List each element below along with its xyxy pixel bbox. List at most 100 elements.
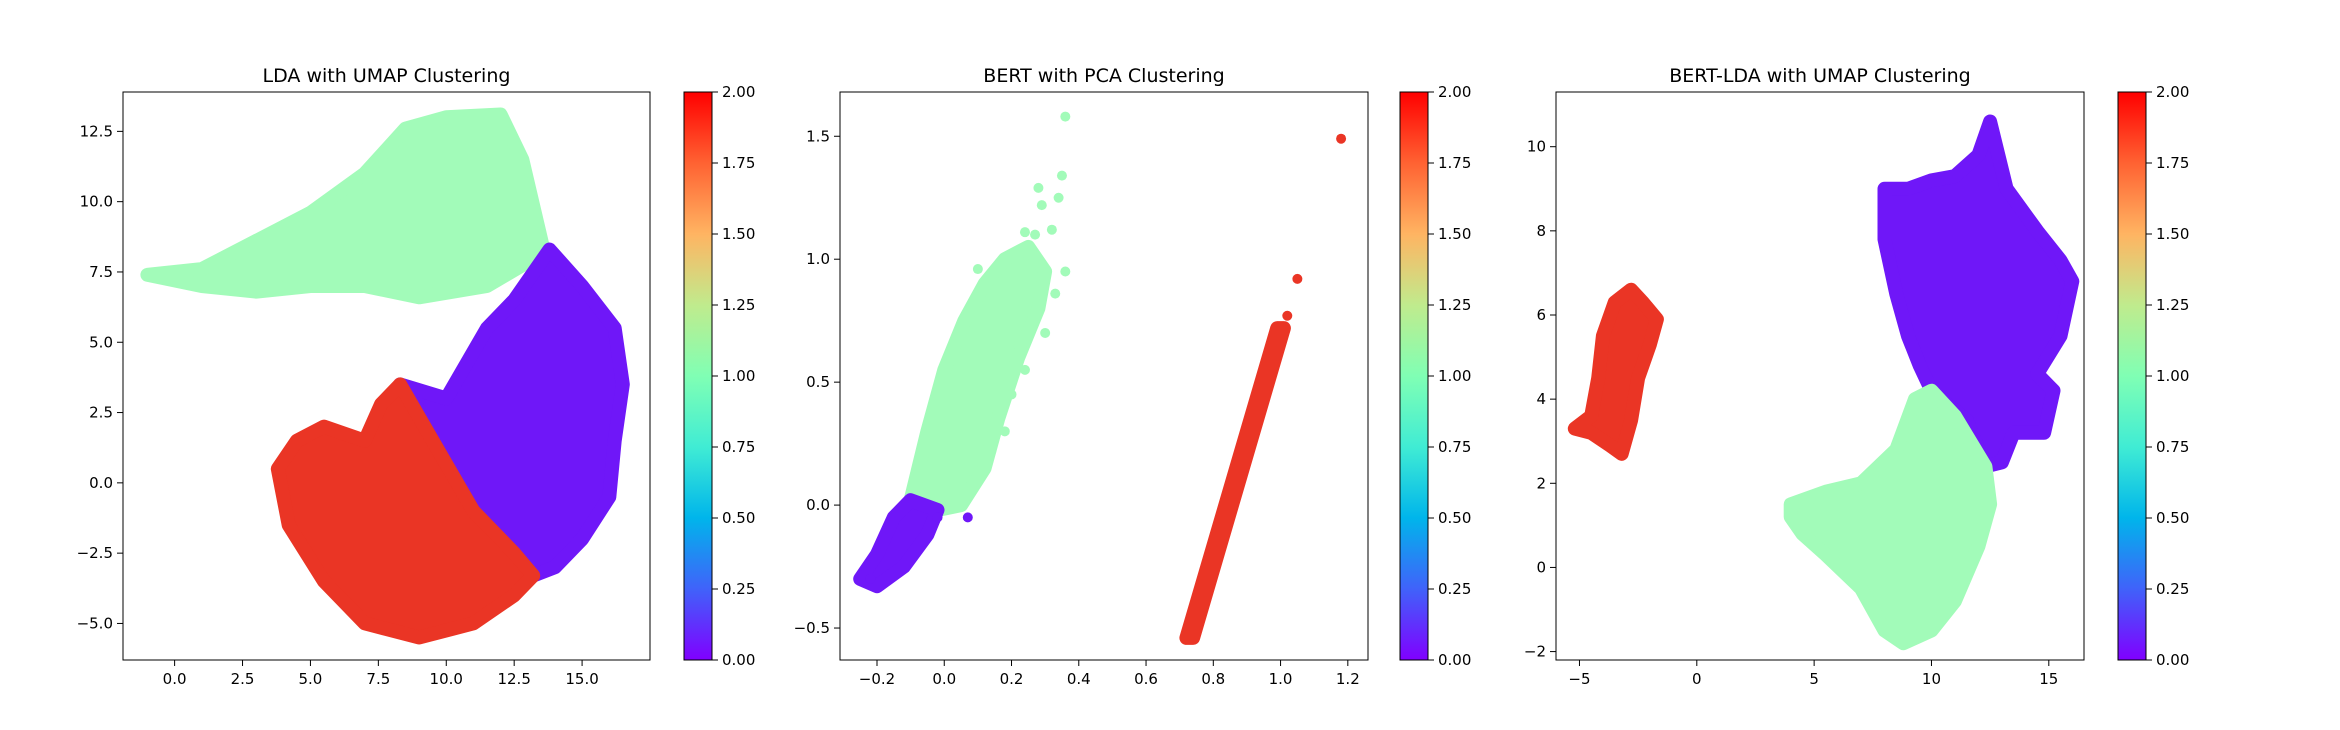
data-point xyxy=(1019,364,1030,375)
cluster-2-points xyxy=(1179,321,1291,645)
colorbar-tick-label: 0.75 xyxy=(1438,438,1471,456)
colorbar-tick-label: 1.50 xyxy=(722,225,755,243)
data-point xyxy=(986,445,997,456)
data-point xyxy=(1282,310,1293,321)
subplot-3: BERT-LDA with UMAP Clustering −5 0 5 10 15 −2 0… xyxy=(1524,65,2190,688)
colorbar-tick-label: 0.50 xyxy=(722,509,755,527)
data-point xyxy=(1019,227,1030,238)
colorbar-tick-label: 0.25 xyxy=(1438,580,1471,598)
cluster-1-points xyxy=(903,239,1053,517)
axes-frame xyxy=(839,91,1369,661)
x-tick-label: 0.2 xyxy=(1000,670,1024,688)
cluster-2-points xyxy=(1567,282,1664,461)
data-point xyxy=(999,426,1010,437)
colorbar-tick-label: 1.00 xyxy=(1438,367,1471,385)
data-point xyxy=(1056,170,1067,181)
y-tick-label: −5.0 xyxy=(77,614,113,632)
x-tick-label: 7.5 xyxy=(366,670,390,688)
x-tick-label: 0.0 xyxy=(163,670,187,688)
axes-frame xyxy=(1555,91,2085,661)
y-tick-label: 2.5 xyxy=(89,404,113,422)
x-tick-label: 15 xyxy=(2039,670,2058,688)
x-tick-label: 2.5 xyxy=(231,670,255,688)
data-point xyxy=(1036,200,1047,211)
cluster-2-points xyxy=(270,377,541,645)
chart-title: BERT with PCA Clustering xyxy=(983,65,1224,87)
x-tick-label: 12.5 xyxy=(497,670,530,688)
x-tick-label: −5 xyxy=(1568,670,1590,688)
colorbar-tick-label: 0.00 xyxy=(2156,651,2189,669)
y-tick-label: 10 xyxy=(1527,138,1546,156)
data-point xyxy=(1033,182,1044,193)
data-point xyxy=(1040,327,1051,338)
subplots: LDA with UMAP Clustering 0.0 2.5 5.0 7.5 10.0… xyxy=(77,65,2190,688)
data-point xyxy=(1053,192,1064,203)
data-point xyxy=(1292,273,1303,284)
colorbar: 0.00 0.25 0.50 0.75 1.00 1.25 1.50 1.75 2.00 xyxy=(683,83,755,669)
data-point xyxy=(1006,389,1017,400)
x-tick-label: 0.4 xyxy=(1067,670,1091,688)
y-tick-label: −0.5 xyxy=(794,619,830,637)
colorbar-tick-label: 0.25 xyxy=(722,580,755,598)
plot-area xyxy=(853,111,1347,645)
data-point xyxy=(1013,340,1024,351)
data-point xyxy=(865,573,876,584)
colorbar-gradient xyxy=(2117,91,2147,661)
data-point xyxy=(966,475,977,486)
colorbar-tick-label: 0.00 xyxy=(1438,651,1471,669)
cluster-1-points xyxy=(1783,383,1998,651)
subplot-2: BERT with PCA Clustering −0.2 0.0 0.2 0.4 0.6… xyxy=(794,65,1472,688)
colorbar-tick-label: 1.25 xyxy=(2156,296,2189,314)
y-tick-label: 6 xyxy=(1536,306,1546,324)
data-point xyxy=(1060,111,1071,122)
x-tick-label: 1.2 xyxy=(1336,670,1360,688)
colorbar-tick-label: 1.00 xyxy=(722,367,755,385)
x-tick-label: 5 xyxy=(1809,670,1819,688)
y-tick-label: 12.5 xyxy=(80,122,113,140)
chart-title: LDA with UMAP Clustering xyxy=(263,65,511,87)
colorbar-tick-label: 1.75 xyxy=(2156,154,2189,172)
y-tick-label: 0 xyxy=(1536,558,1546,576)
colorbar-tick-label: 1.75 xyxy=(722,154,755,172)
x-tick-label: 0.0 xyxy=(932,670,956,688)
colorbar-tick-label: 0.75 xyxy=(722,438,755,456)
chart-title: BERT-LDA with UMAP Clustering xyxy=(1669,65,1970,87)
x-tick-label: 5.0 xyxy=(299,670,323,688)
y-tick-label: 5.0 xyxy=(89,333,113,351)
data-point xyxy=(972,264,983,275)
colorbar-tick-label: 0.75 xyxy=(2156,438,2189,456)
axes-frame xyxy=(122,91,651,661)
x-tick-label: 1.0 xyxy=(1269,670,1293,688)
colorbar-tick-label: 0.50 xyxy=(2156,509,2189,527)
colorbar-tick-label: 1.75 xyxy=(1438,154,1471,172)
x-tick-label: 10.0 xyxy=(430,670,463,688)
colorbar-gradient xyxy=(683,91,713,661)
colorbar-tick-label: 1.50 xyxy=(2156,225,2189,243)
x-tick-label: 15.0 xyxy=(565,670,598,688)
y-tick-label: 1.5 xyxy=(806,127,830,145)
data-point xyxy=(1030,229,1041,240)
colorbar-gradient xyxy=(1399,91,1429,661)
colorbar-tick-label: 0.50 xyxy=(1438,509,1471,527)
colorbar-tick-label: 2.00 xyxy=(2156,83,2189,101)
plot-area xyxy=(1567,114,2080,651)
x-tick-label: 10 xyxy=(1922,670,1941,688)
x-tick-label: 0.6 xyxy=(1134,670,1158,688)
y-tick-label: 0.5 xyxy=(806,373,830,391)
cluster-0-points xyxy=(1877,114,2080,474)
y-tick-label: −2 xyxy=(1524,643,1546,661)
y-tick-label: 0.0 xyxy=(89,474,113,492)
colorbar-tick-label: 2.00 xyxy=(722,83,755,101)
subplot-1: LDA with UMAP Clustering 0.0 2.5 5.0 7.5 10.0… xyxy=(77,65,756,688)
data-point xyxy=(1060,266,1071,277)
colorbar-tick-label: 1.00 xyxy=(2156,367,2189,385)
x-tick-label: 0 xyxy=(1692,670,1702,688)
plot-area xyxy=(140,107,630,645)
colorbar-tick-label: 0.25 xyxy=(2156,580,2189,598)
colorbar-tick-label: 0.00 xyxy=(722,651,755,669)
y-tick-label: 7.5 xyxy=(89,263,113,281)
data-point xyxy=(932,512,943,523)
y-tick-label: 2 xyxy=(1536,474,1546,492)
colorbar-tick-label: 2.00 xyxy=(1438,83,1471,101)
y-tick-label: 10.0 xyxy=(80,193,113,211)
